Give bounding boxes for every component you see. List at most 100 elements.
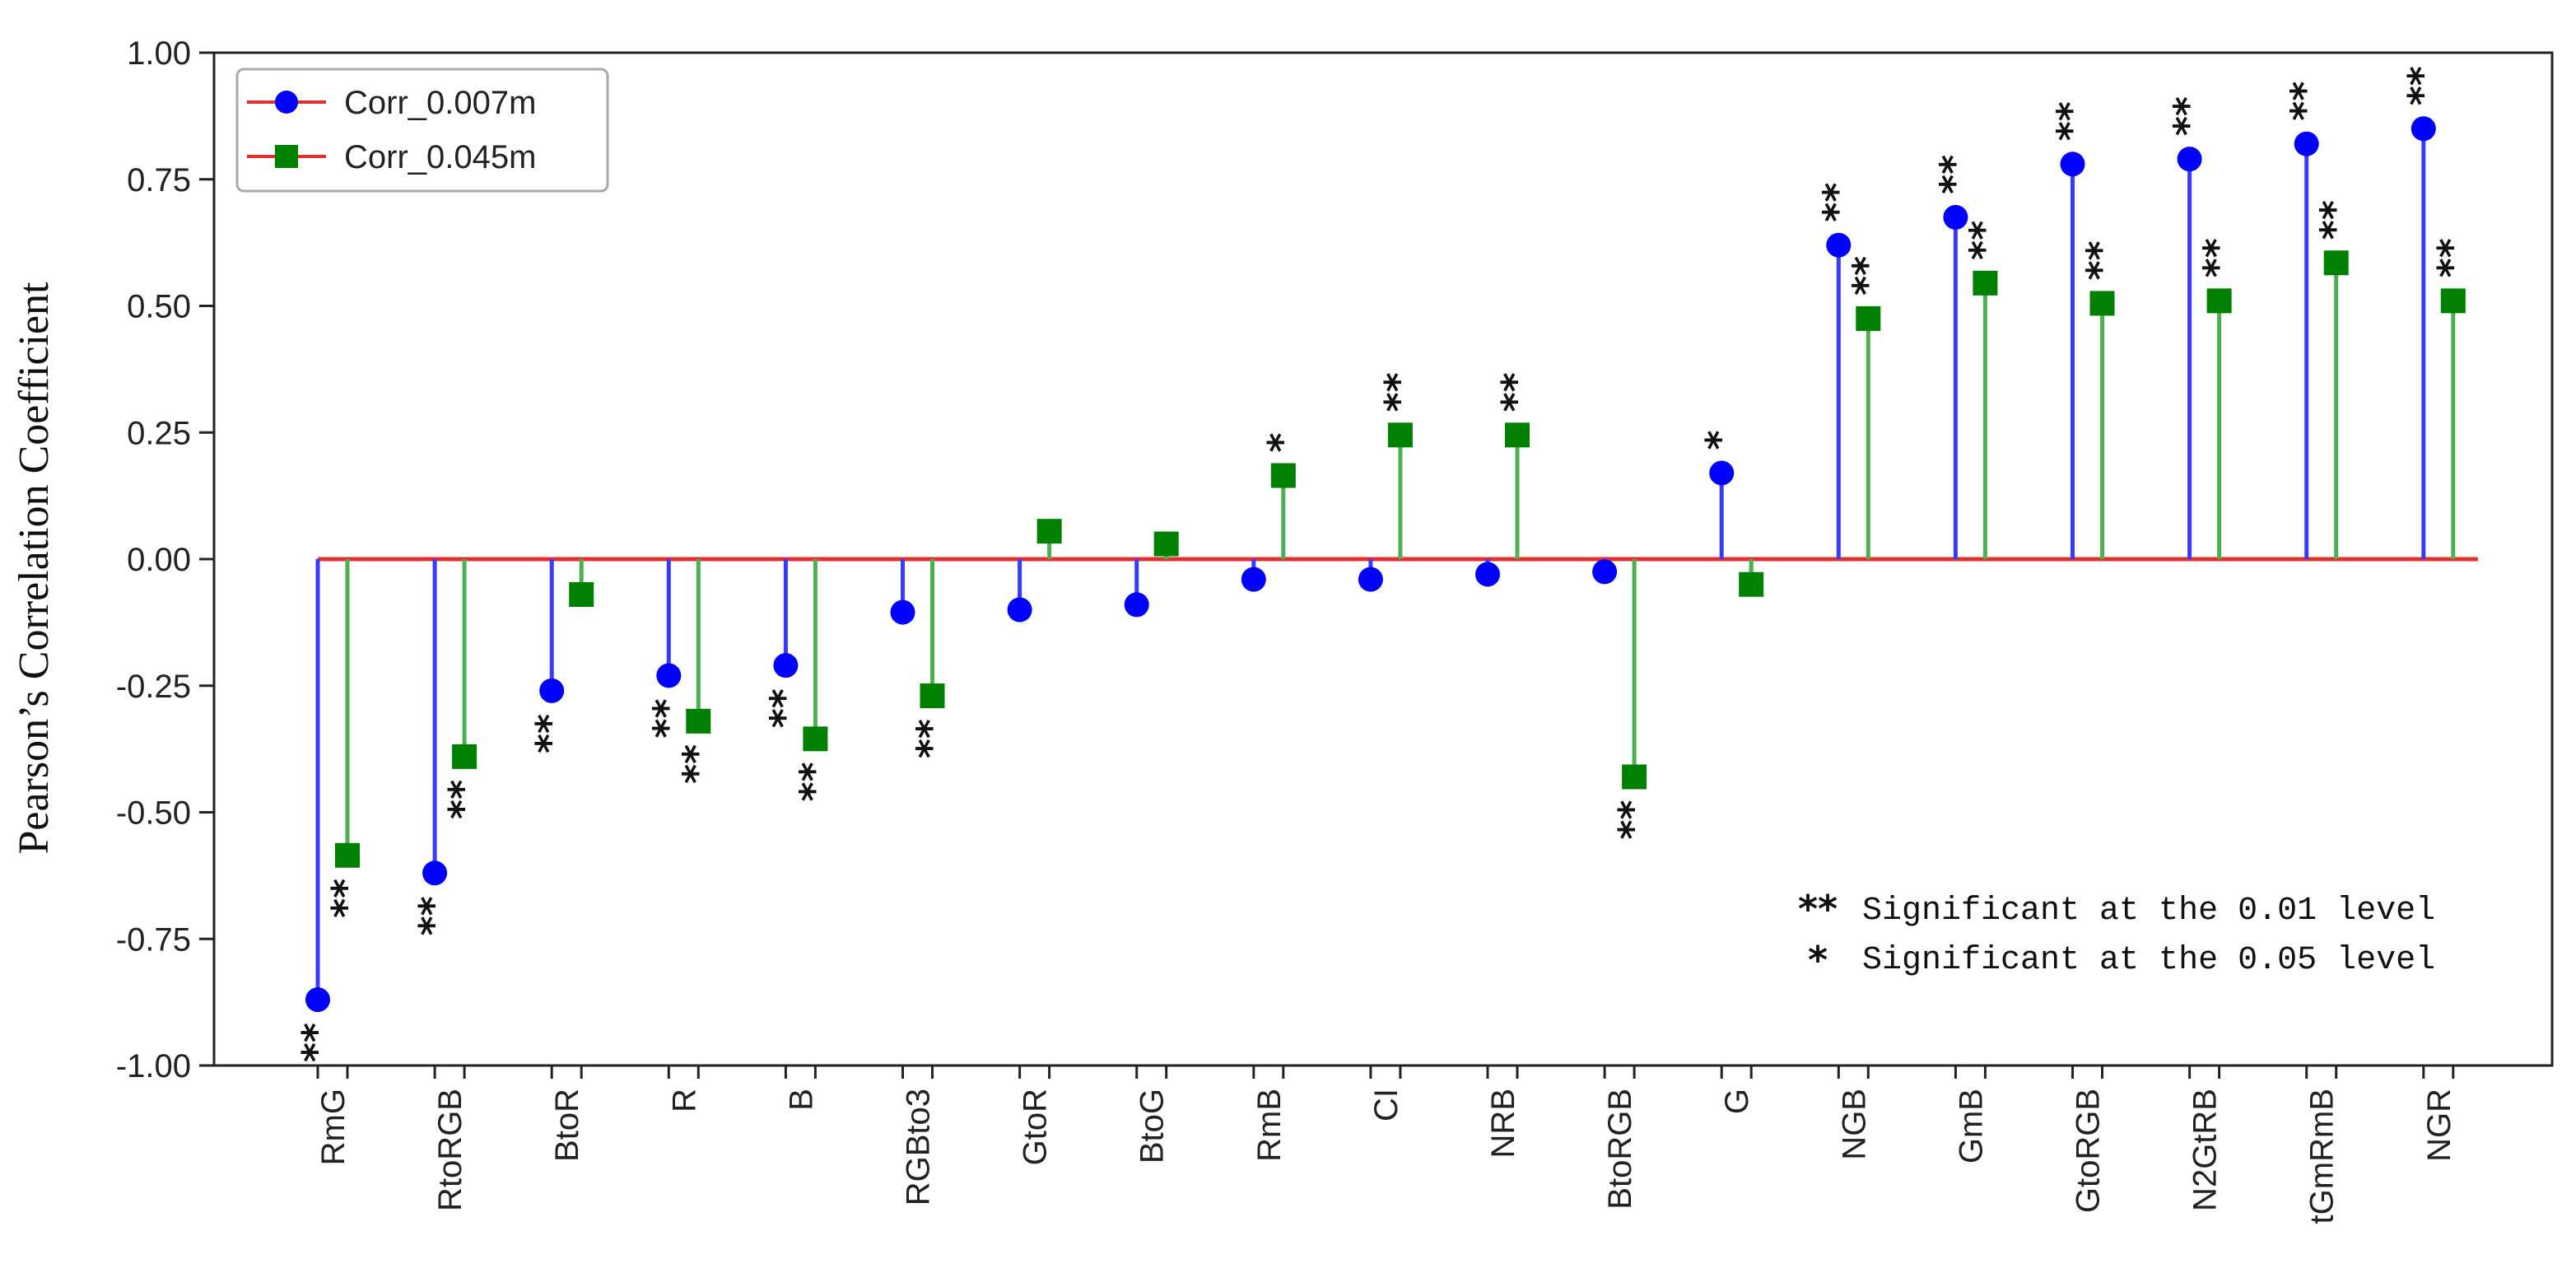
x-tick-label: tGmRmB — [2304, 1089, 2341, 1224]
significance-Corr_0.045m-N2GtRB: ** — [2196, 238, 2240, 277]
marker-Corr_0.007m-RmG — [305, 987, 330, 1013]
y-tick-label: -0.75 — [116, 921, 191, 958]
y-tick-label: 1.00 — [127, 35, 191, 72]
significance-Corr_0.045m-RmG: ** — [324, 879, 368, 918]
marker-Corr_0.045m-NGR — [2440, 288, 2466, 314]
significance-Corr_0.007m-G: * — [1698, 430, 1742, 450]
stem-layer — [315, 128, 2456, 1000]
marker-Corr_0.045m-GtoR — [1036, 519, 1062, 544]
plot-frame — [212, 51, 2554, 1067]
significance-note: ** Significant at the 0.01 level * Signi… — [1798, 887, 2435, 982]
x-tick-label: BtoG — [1134, 1089, 1171, 1163]
y-tick-label: 0.25 — [127, 415, 191, 451]
marker-Corr_0.045m-NRB — [1505, 422, 1530, 448]
significance-Corr_0.045m-NGB: ** — [1844, 256, 1889, 296]
marker-Corr_0.007m-NGB — [1826, 232, 1852, 258]
significance-Corr_0.007m-R: ** — [645, 698, 689, 738]
significance-Corr_0.007m-BtoR: ** — [528, 714, 572, 753]
x-tick-label: CI — [1368, 1089, 1404, 1121]
significance-Corr_0.045m-R: ** — [674, 744, 719, 784]
y-axis-label: Pearson’s Correlation Coefficient — [11, 282, 58, 855]
marker-Corr_0.045m-tGmRmB — [2323, 250, 2349, 276]
marker-Corr_0.007m-GtoRGB — [2060, 152, 2085, 177]
marker-Corr_0.045m-GmB — [1973, 270, 1998, 296]
marker-Corr_0.007m-NRB — [1475, 562, 1500, 587]
marker-Corr_0.045m-RmG — [335, 842, 360, 868]
marker-Corr_0.045m-B — [803, 726, 828, 752]
marker-Corr_0.007m-NGR — [2411, 116, 2436, 142]
marker-Corr_0.007m-N2GtRB — [2177, 147, 2202, 172]
significance-Corr_0.007m-N2GtRB: ** — [2166, 96, 2210, 136]
marker-Corr_0.045m-RGBto3 — [920, 683, 945, 709]
note-text-05: Significant at the 0.05 level — [1862, 942, 2435, 979]
y-tick-layer: 1.00 0.75 0.50 0.25 0.00 -0.25 -0.50 -0.75 -1.00 — [116, 35, 214, 1084]
marker-Corr_0.045m-G — [1739, 571, 1764, 597]
legend-marker-circle — [275, 91, 298, 114]
x-tick-label: NGR — [2421, 1089, 2457, 1162]
note-text-01: Significant at the 0.01 level — [1862, 893, 2435, 930]
significance-layer: ****** ** ********* ** ** ******** ******* ****… — [294, 66, 2474, 1062]
marker-Corr_0.007m-tGmRmB — [2294, 131, 2319, 156]
x-tick-layer: RmG RtoRGB BtoR R B RGBto3 GtoR BtoG RmB CI NRB Bto… — [315, 1066, 2457, 1224]
marker-Corr_0.007m-RGBto3 — [890, 599, 915, 625]
y-tick-label: 0.00 — [127, 542, 191, 578]
legend-label-2: Corr_0.045m — [344, 139, 536, 175]
legend-box — [235, 68, 609, 193]
significance-Corr_0.007m-NGB: ** — [1814, 183, 1859, 222]
x-tick-label: BtoR — [549, 1089, 585, 1162]
x-tick-label: GtoRGB — [2071, 1089, 2107, 1213]
note-symbol-05: * — [1808, 938, 1828, 982]
marker-Corr_0.045m-BtoR — [569, 582, 594, 608]
x-tick-label: NRB — [1485, 1089, 1521, 1158]
legend: Corr_0.007m Corr_0.045m — [235, 68, 609, 193]
y-tick-label: -0.25 — [116, 669, 191, 705]
note-symbol-01: ** — [1798, 887, 1838, 931]
significance-Corr_0.045m-tGmRmB: ** — [2313, 200, 2357, 240]
marker-Corr_0.007m-BtoG — [1124, 592, 1149, 618]
marker-Corr_0.045m-N2GtRB — [2206, 288, 2232, 314]
significance-Corr_0.007m-tGmRmB: ** — [2283, 82, 2327, 121]
significance-Corr_0.045m-NGR: ** — [2429, 238, 2474, 277]
marker-Corr_0.007m-B — [773, 653, 799, 678]
y-tick-label: -0.50 — [116, 795, 191, 832]
marker-Corr_0.007m-CI — [1358, 567, 1383, 592]
marker-Corr_0.007m-R — [656, 663, 682, 688]
marker-Corr_0.045m-RmB — [1270, 463, 1296, 488]
y-tick-label: 0.50 — [127, 289, 191, 325]
significance-Corr_0.045m-RGBto3: ** — [909, 719, 953, 758]
marker-Corr_0.007m-GtoR — [1007, 597, 1032, 623]
x-tick-label: GmB — [1953, 1089, 1989, 1163]
significance-Corr_0.045m-CI: ** — [1377, 372, 1421, 412]
x-tick-label: RGBto3 — [901, 1089, 937, 1205]
significance-Corr_0.045m-GtoRGB: ** — [2079, 240, 2123, 280]
marker-Corr_0.007m-BtoR — [539, 678, 565, 703]
marker-layer — [305, 116, 2466, 1013]
legend-marker-square — [275, 145, 298, 168]
marker-Corr_0.045m-CI — [1387, 422, 1413, 448]
marker-Corr_0.007m-BtoRGB — [1592, 559, 1618, 585]
x-tick-label: B — [783, 1089, 819, 1111]
significance-Corr_0.007m-B: ** — [762, 688, 806, 728]
significance-Corr_0.045m-RmB: * — [1260, 432, 1304, 452]
significance-Corr_0.045m-B: ** — [791, 762, 836, 801]
legend-label-1: Corr_0.007m — [344, 85, 536, 121]
marker-Corr_0.007m-GmB — [1943, 204, 1968, 230]
y-tick-label: 0.75 — [127, 162, 191, 198]
significance-Corr_0.045m-RtoRGB: ** — [440, 780, 485, 819]
marker-Corr_0.007m-G — [1709, 460, 1735, 486]
x-tick-label: RmG — [315, 1089, 352, 1165]
significance-Corr_0.045m-NRB: ** — [1493, 372, 1538, 412]
significance-Corr_0.007m-RmG: ** — [294, 1023, 338, 1062]
marker-Corr_0.007m-RtoRGB — [422, 860, 448, 886]
marker-Corr_0.045m-BtoG — [1153, 531, 1179, 557]
x-tick-label: N2GtRB — [2187, 1089, 2224, 1211]
x-tick-label: R — [666, 1089, 702, 1112]
significance-Corr_0.007m-GtoRGB: ** — [2049, 101, 2094, 141]
x-tick-label: RmB — [1251, 1089, 1288, 1162]
marker-Corr_0.045m-R — [686, 708, 711, 734]
marker-Corr_0.045m-BtoRGB — [1622, 764, 1647, 790]
significance-Corr_0.045m-GmB: ** — [1961, 221, 2005, 260]
marker-Corr_0.007m-RmB — [1241, 567, 1266, 592]
y-tick-label: -1.00 — [116, 1048, 191, 1084]
